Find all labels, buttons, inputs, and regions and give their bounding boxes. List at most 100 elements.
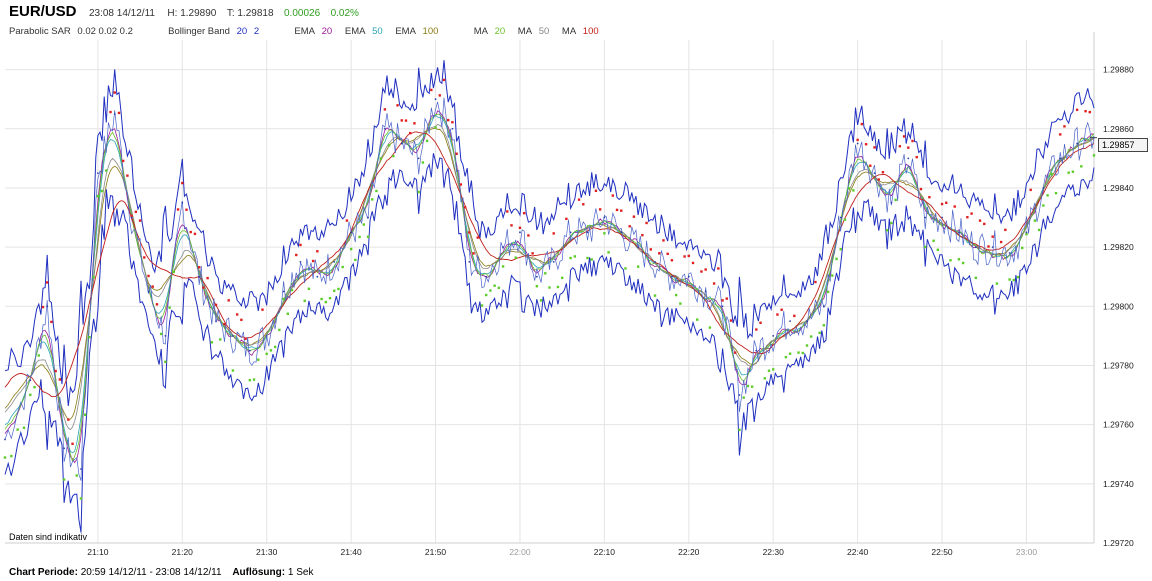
- sar-dot: [164, 360, 167, 363]
- sar-dot: [172, 270, 176, 274]
- sar-dot: [679, 302, 682, 305]
- price-point: [654, 261, 656, 263]
- sar-dot: [978, 219, 982, 222]
- price-point: [991, 246, 994, 249]
- price-point: [738, 394, 741, 396]
- sar-dot: [999, 240, 1003, 244]
- sar-dot: [970, 212, 973, 215]
- psar-params: 0.02 0.02 0.2: [77, 26, 133, 37]
- x-tick-label: 21:20: [172, 547, 194, 557]
- price-point: [383, 127, 386, 130]
- bollinger-lower-line: [4, 153, 1095, 533]
- sar-dot: [202, 286, 205, 289]
- period-label: Chart Periode:: [9, 567, 78, 578]
- ema2-label[interactable]: EMA: [344, 26, 366, 37]
- price-point: [1059, 157, 1062, 160]
- price-point: [535, 275, 538, 278]
- sar-dot: [252, 378, 256, 381]
- ma3-label[interactable]: MA: [561, 26, 577, 37]
- sar-dot: [396, 104, 399, 107]
- sar-dot: [835, 257, 838, 261]
- sar-dot: [476, 236, 479, 239]
- price-point: [333, 261, 336, 263]
- price-point: [248, 349, 251, 352]
- sar-dot: [940, 202, 944, 206]
- sar-dot: [506, 210, 509, 213]
- sar-dot: [573, 255, 577, 258]
- sar-dot: [594, 189, 598, 192]
- sar-dot: [1092, 154, 1096, 157]
- price-point: [485, 275, 488, 278]
- sar-dot: [691, 261, 695, 265]
- sar-dot: [307, 287, 311, 290]
- ma2-label[interactable]: MA: [517, 26, 533, 37]
- sar-dot: [598, 208, 602, 211]
- sar-dot: [484, 293, 488, 297]
- sar-dot: [607, 251, 610, 254]
- x-tick-label: 22:50: [931, 547, 953, 557]
- sar-dot: [991, 235, 994, 238]
- sar-dot: [949, 259, 952, 262]
- sar-dot: [438, 94, 441, 97]
- price-point: [924, 216, 927, 219]
- sar-dot: [358, 235, 361, 239]
- sar-dot: [742, 396, 745, 399]
- sar-dot: [898, 145, 902, 148]
- sar-dot: [721, 299, 724, 302]
- price-point: [704, 290, 707, 293]
- currency-pair: EUR/USD: [9, 3, 77, 20]
- sar-dot: [531, 252, 534, 255]
- price-point: [856, 142, 859, 145]
- sar-dot: [548, 286, 551, 289]
- sar-dot: [501, 265, 505, 268]
- sar-dot: [176, 208, 180, 211]
- ema3-label[interactable]: EMA: [395, 26, 416, 37]
- price-point: [974, 246, 977, 249]
- sar-dot: [223, 322, 226, 326]
- current-price-tag: 1.29857: [1098, 138, 1148, 152]
- price-point: [1076, 142, 1079, 145]
- bb-label[interactable]: Bollinger Band: [168, 26, 230, 37]
- psar-label[interactable]: Parabolic SAR: [9, 26, 71, 37]
- chart-header: EUR/USD 23:08 14/12/11 H: 1.29890 T: 1.2…: [9, 3, 359, 23]
- price-point: [80, 468, 82, 470]
- sar-dot: [966, 216, 969, 219]
- ma1-label[interactable]: MA: [473, 26, 488, 37]
- sar-dot: [987, 245, 990, 248]
- sar-dot: [328, 296, 332, 300]
- sar-dot: [333, 289, 336, 293]
- x-tick-label: 23:00: [1016, 547, 1038, 557]
- price-point: [96, 172, 99, 175]
- sar-dot: [919, 187, 923, 191]
- price-point: [299, 261, 302, 263]
- sar-dot: [590, 258, 593, 261]
- sar-dot: [88, 335, 91, 339]
- price-point: [350, 231, 353, 234]
- x-tick-label: 21:10: [87, 547, 109, 557]
- price-point: [603, 216, 606, 219]
- sar-dot: [62, 478, 66, 481]
- sar-dot: [847, 187, 851, 190]
- sar-dot: [387, 144, 391, 147]
- sar-dot: [105, 169, 108, 172]
- period-value: 20:59 14/12/11 - 23:08 14/12/11: [80, 567, 222, 578]
- sar-dot: [244, 337, 247, 341]
- price-point: [806, 320, 808, 322]
- sar-dot: [404, 119, 408, 122]
- ma20-line: [4, 113, 1095, 463]
- x-tick-label: 22:10: [594, 547, 616, 557]
- indicator-legend: Parabolic SAR 0.02 0.02 0.2 Bollinger Ba…: [9, 26, 603, 37]
- price-point: [451, 127, 454, 130]
- x-tick-label: 22:00: [509, 547, 531, 557]
- sar-dot: [636, 265, 640, 268]
- sar-dot: [442, 78, 446, 82]
- sar-dot: [780, 308, 783, 311]
- sar-dot: [349, 247, 353, 251]
- sar-dot: [763, 377, 766, 380]
- ema1-label[interactable]: EMA: [294, 26, 315, 37]
- sar-dot: [269, 349, 273, 352]
- sar-dot: [117, 111, 121, 115]
- y-tick-label: 1.29880: [1103, 65, 1134, 75]
